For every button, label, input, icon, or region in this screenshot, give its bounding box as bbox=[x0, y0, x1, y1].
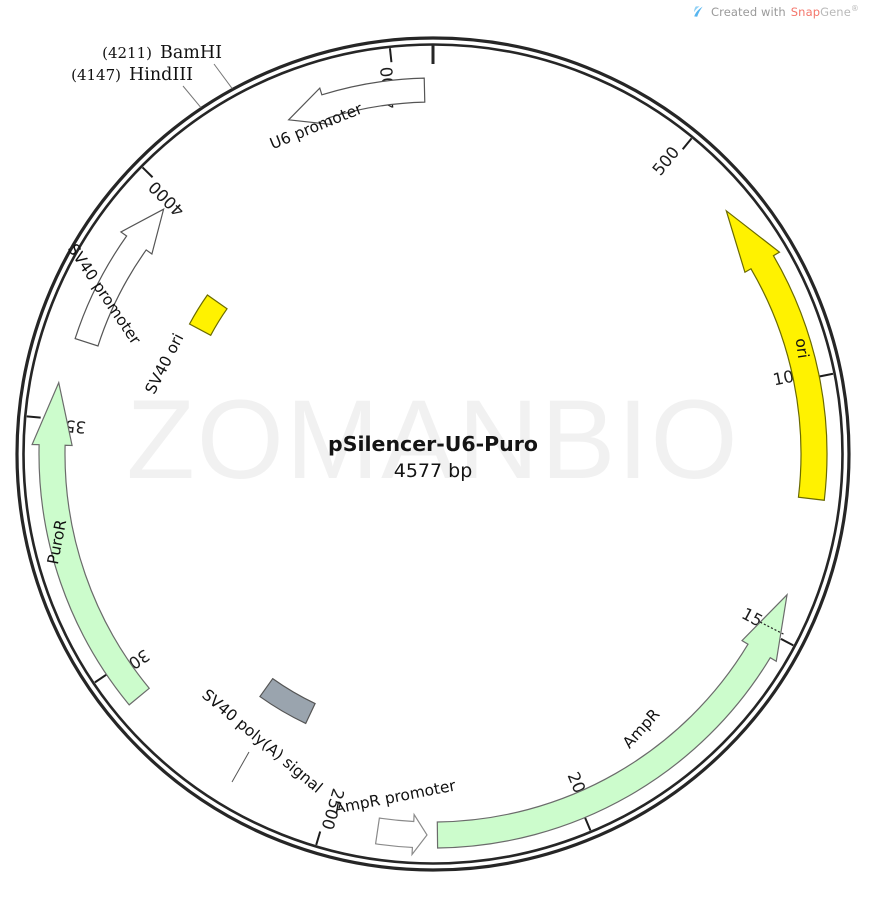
feature-shape-sv40-promoter[interactable] bbox=[74, 208, 165, 347]
enzyme-site-name-HindIII: HindIII bbox=[129, 65, 193, 85]
ruler-tick-500: 500 bbox=[649, 137, 693, 179]
feature-shape-puror[interactable] bbox=[31, 380, 151, 706]
ruler-tick-label: 4000 bbox=[145, 177, 188, 220]
feature-label-ampr: AmpR bbox=[619, 705, 664, 752]
feature-ampr[interactable] bbox=[436, 593, 788, 849]
feature-sv40-ori[interactable] bbox=[188, 294, 228, 337]
ruler-tick-mark bbox=[315, 831, 322, 846]
feature-u6-promoter[interactable] bbox=[287, 77, 426, 126]
feature-shape-ampr[interactable] bbox=[436, 593, 788, 849]
feature-shape-ampr-promoter[interactable] bbox=[374, 812, 428, 857]
feature-divider-ampr bbox=[760, 621, 784, 635]
enzyme-site-position-HindIII: (4147) bbox=[71, 66, 121, 84]
feature-shape-sv40-polya-signal[interactable] bbox=[259, 677, 316, 725]
ruler-tick-mark bbox=[94, 673, 108, 684]
feature-label-ori: ori bbox=[792, 337, 813, 359]
leader-HindIII bbox=[182, 85, 202, 108]
feature-sv40-polya-signal[interactable] bbox=[259, 677, 316, 725]
feature-shape-u6-promoter[interactable] bbox=[287, 77, 426, 126]
enzyme-site-HindIII[interactable]: (4147) HindIII bbox=[71, 65, 202, 108]
backbone-outer-ring bbox=[15, 36, 851, 872]
snapgene-credit: Created with SnapGene® bbox=[691, 4, 859, 19]
feature-label-ampr-promoter: AmpR promoter bbox=[333, 776, 458, 817]
ruler-tick-mark bbox=[584, 817, 592, 831]
enzyme-site-BamHI[interactable]: (4211) BamHI bbox=[102, 43, 233, 89]
ruler-tick-mark bbox=[681, 137, 693, 150]
leader-sv40-polya-signal bbox=[231, 751, 250, 783]
ruler-tick-4000: 4000 bbox=[141, 166, 188, 220]
ruler-tick-label: 500 bbox=[649, 143, 684, 179]
enzyme-site-name-BamHI: BamHI bbox=[160, 43, 222, 63]
feature-shape-sv40-ori[interactable] bbox=[188, 294, 228, 337]
feature-puror[interactable] bbox=[31, 380, 151, 706]
watermark-zomanbio: ZOMANBIO bbox=[126, 377, 739, 502]
snapgene-logo-icon bbox=[694, 6, 703, 17]
plasmid-name: pSilencer-U6-Puro bbox=[328, 432, 538, 456]
ruler-tick-mark bbox=[26, 415, 41, 419]
credit-brand-snap: Snap bbox=[790, 4, 821, 19]
feature-sv40-promoter[interactable] bbox=[74, 208, 165, 347]
feature-shape-ori[interactable] bbox=[725, 209, 828, 501]
plasmid-length: 4577 bp bbox=[394, 460, 473, 482]
ruler-tick-mark bbox=[388, 48, 393, 63]
enzyme-site-position-BamHI: (4211) bbox=[102, 44, 152, 62]
ruler-tick-mark bbox=[819, 372, 834, 378]
ruler-tick-mark bbox=[141, 166, 154, 178]
credit-brand-gene: Gene bbox=[820, 4, 851, 19]
credit-prefix: Created with bbox=[711, 4, 786, 19]
ruler-tick-mark bbox=[780, 637, 794, 647]
credit-registered-mark: ® bbox=[850, 4, 859, 14]
credit-brand: SnapGene® bbox=[791, 4, 859, 19]
feature-ampr-promoter[interactable] bbox=[374, 812, 428, 857]
leader-BamHI bbox=[213, 63, 233, 89]
feature-ori[interactable] bbox=[725, 209, 828, 501]
enzyme-site-layer: (4211) BamHI (4147) HindIII bbox=[71, 43, 233, 108]
